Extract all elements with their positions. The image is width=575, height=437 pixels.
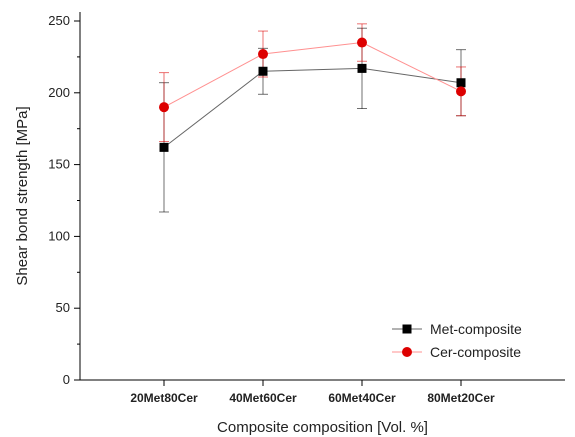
- data-point-met: [159, 142, 169, 152]
- legend-label-cer: Cer-composite: [430, 344, 521, 360]
- legend: Met-composite Cer-composite: [392, 321, 522, 360]
- series-line-cer: [163, 42, 462, 108]
- x-axis-title: Composite composition [Vol. %]: [217, 419, 428, 436]
- data-point-met: [258, 66, 268, 76]
- data-point-cer: [456, 86, 466, 97]
- legend-label-met: Met-composite: [430, 321, 522, 337]
- y-tick-label: 150: [48, 157, 70, 172]
- x-tick-label: 60Met40Cer: [328, 391, 396, 405]
- legend-marker-cer: [402, 347, 412, 357]
- y-tick-label: 100: [48, 228, 70, 243]
- x-tick-label: 40Met60Cer: [229, 391, 297, 405]
- y-axis-title: Shear bond strength [MPa]: [14, 106, 31, 285]
- series-line-met: [163, 67, 462, 148]
- y-tick-label: 250: [48, 13, 70, 28]
- y-ticks: 0 50 100 150 200 250: [48, 13, 80, 387]
- data-point-cer: [159, 102, 169, 113]
- data-point-cer: [258, 49, 268, 60]
- legend-marker-met: [402, 324, 412, 334]
- x-tick-label: 80Met20Cer: [427, 391, 495, 405]
- data-point-cer: [357, 37, 367, 48]
- x-tick-label: 20Met80Cer: [130, 391, 198, 405]
- y-tick-label: 50: [56, 300, 70, 315]
- error-bars: [159, 23, 466, 213]
- data-point-met: [357, 63, 367, 73]
- data-point-met: [456, 78, 466, 88]
- x-ticks: 20Met80Cer 40Met60Cer 60Met40Cer 80Met20Cer: [130, 380, 495, 405]
- series-lines: [163, 42, 462, 148]
- y-tick-label: 0: [63, 372, 70, 387]
- y-tick-label: 200: [48, 85, 70, 100]
- series-markers: [159, 37, 466, 152]
